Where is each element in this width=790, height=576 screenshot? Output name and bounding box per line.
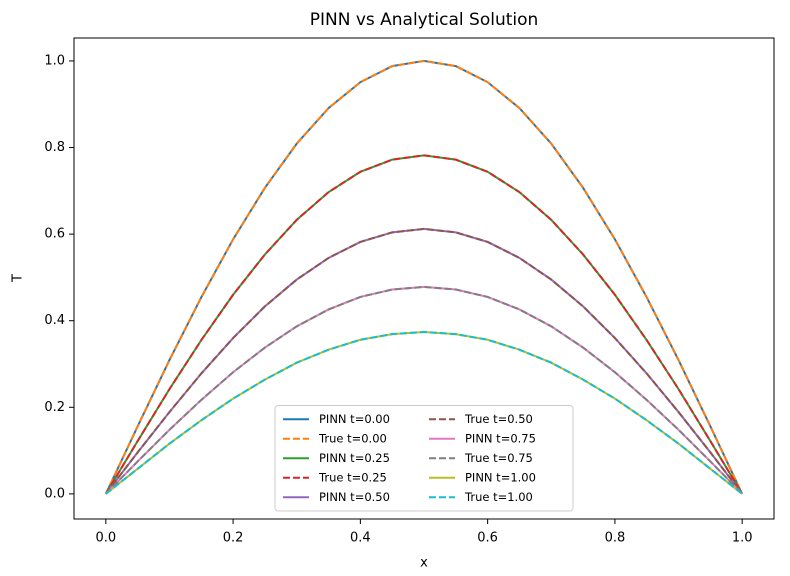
- series-line: [104, 154, 744, 495]
- plot-frame: [73, 37, 775, 520]
- x-tick-label: 0.8: [605, 531, 626, 546]
- x-axis-label: x: [420, 556, 428, 571]
- legend-label: PINN t=0.00: [319, 412, 390, 426]
- y-tick-label: 0.4: [44, 313, 65, 328]
- series-line: [105, 285, 743, 495]
- x-tick-label: 1.0: [732, 531, 753, 546]
- series-line: [105, 227, 743, 495]
- y-axis-label: T: [11, 274, 26, 283]
- legend-label: True t=0.50: [464, 412, 533, 426]
- legend: PINN t=0.00 True t=0.00 PINN t=0.25 True t=…: [274, 405, 574, 512]
- y-tick-label: 0.2: [44, 400, 65, 415]
- legend-label: True t=0.00: [318, 431, 387, 445]
- x-tick-label: 0.4: [350, 531, 371, 546]
- x-tick-label: 0.6: [477, 531, 498, 546]
- series-line: [105, 330, 743, 495]
- legend-label: PINN t=0.50: [319, 490, 390, 504]
- legend-box: [274, 405, 574, 512]
- legend-label: PINN t=0.25: [319, 451, 390, 465]
- y-tick-label: 0.6: [44, 227, 65, 242]
- x-tick-label: 0.2: [223, 531, 244, 546]
- series-line: [104, 59, 744, 495]
- x-tick-label: 0.0: [95, 531, 116, 546]
- chart-title: PINN vs Analytical Solution: [310, 10, 539, 30]
- y-tick-label: 0.8: [44, 140, 65, 155]
- legend-label: True t=1.00: [464, 490, 533, 504]
- legend-label: True t=0.75: [464, 451, 533, 465]
- legend-label: PINN t=1.00: [465, 470, 536, 484]
- y-tick-label: 0.0: [44, 486, 65, 501]
- y-tick-label: 1.0: [44, 53, 65, 68]
- legend-label: PINN t=0.75: [465, 431, 536, 445]
- legend-label: True t=0.25: [318, 470, 387, 484]
